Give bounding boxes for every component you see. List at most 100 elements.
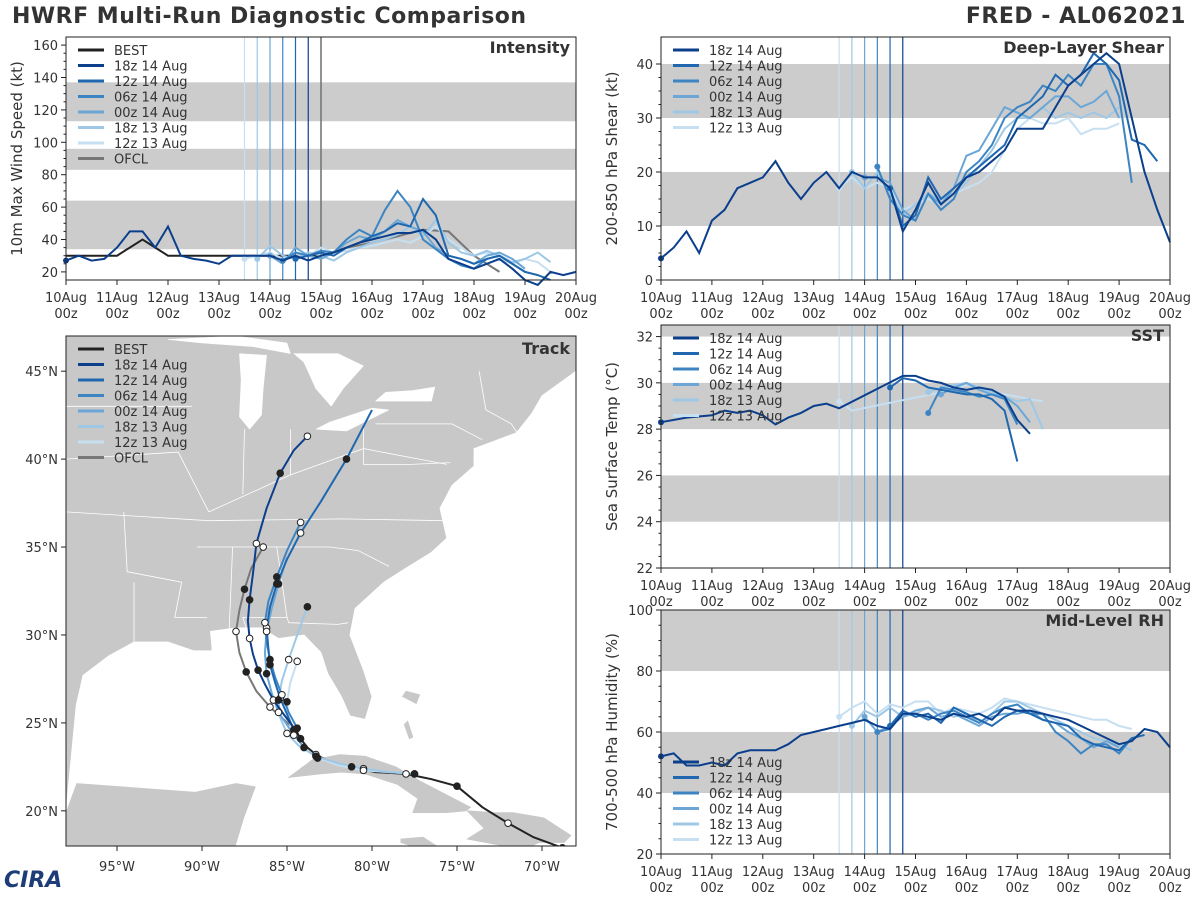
- init-point: [925, 389, 932, 396]
- track-marker: [232, 627, 240, 636]
- track-marker: [259, 543, 268, 551]
- track-marker: [453, 782, 461, 791]
- series-line: [889, 377, 1019, 462]
- y-tick-label: 20: [636, 848, 653, 863]
- track-marker: [252, 539, 261, 548]
- x-tick-label: 00z: [904, 307, 928, 322]
- island-cuba: [287, 754, 472, 813]
- series-line: [889, 51, 1159, 228]
- legend-label: 06z 14 Aug: [114, 91, 188, 106]
- x-tick-label: 00z: [904, 595, 928, 610]
- x-tick-label: 20Aug: [1149, 291, 1191, 306]
- legend-label: OFCL: [114, 153, 149, 168]
- legend-label: 12z 14 Aug: [709, 60, 783, 75]
- track-marker: [274, 708, 283, 717]
- x-tick-label: 95°W: [99, 860, 135, 875]
- island-jamaica: [400, 836, 438, 846]
- threshold-band: [661, 610, 1170, 671]
- x-tick-label: 14Aug: [844, 579, 886, 594]
- x-tick-label: 00z: [1057, 595, 1081, 610]
- track-marker: [303, 432, 312, 441]
- x-tick-label: 00z: [1158, 595, 1182, 610]
- x-tick-label: 12Aug: [742, 291, 784, 306]
- legend-label: 00z 14 Aug: [114, 405, 188, 420]
- legend-label: 12z 13 Aug: [114, 137, 188, 152]
- track-marker: [293, 724, 302, 732]
- rh-panel: 2040608010010Aug00z11Aug00z12Aug00z13Aug…: [603, 604, 1191, 896]
- x-tick-label: 75°W: [439, 860, 475, 875]
- panel-title: SST: [1131, 326, 1164, 345]
- x-tick-label: 00z: [802, 307, 826, 322]
- y-tick-label: 25°N: [25, 717, 58, 732]
- y-tick-label: 45°N: [25, 365, 58, 380]
- plot-frame: [65, 335, 577, 847]
- x-tick-label: 00z: [513, 307, 537, 322]
- y-tick-label: 20°N: [25, 805, 58, 820]
- x-tick-label: 18Aug: [1047, 291, 1089, 306]
- y-tick-label: 40: [41, 234, 58, 249]
- x-tick-label: 00z: [1158, 881, 1182, 896]
- y-tick-label: 40°N: [25, 453, 58, 468]
- lake-ontario: [374, 386, 436, 402]
- track-marker: [296, 734, 305, 743]
- track-marker: [276, 469, 285, 477]
- legend-label: 12z 13 Aug: [709, 122, 783, 137]
- legend-label: BEST: [114, 44, 147, 59]
- x-tick-label: 12Aug: [742, 579, 784, 594]
- track-marker: [274, 580, 283, 588]
- x-tick-label: 10Aug: [640, 579, 682, 594]
- x-tick-label: 19Aug: [1098, 579, 1140, 594]
- x-tick-label: 18Aug: [1047, 865, 1089, 880]
- x-tick-label: 16Aug: [945, 579, 987, 594]
- track-marker: [410, 770, 419, 778]
- state-border: [228, 546, 233, 630]
- panel-title: Track: [522, 339, 570, 358]
- y-axis-label: 10m Max Wind Speed (kt): [8, 61, 26, 256]
- x-tick-label: 15Aug: [895, 291, 937, 306]
- y-tick-label: 35°N: [25, 541, 58, 556]
- x-tick-label: 00z: [1057, 881, 1081, 896]
- track-panel: 95°W 90°W 85°W 80°W 75°W 70°W 20°N 25°N 30°N 35°N…: [25, 335, 577, 875]
- init-point: [848, 722, 855, 729]
- y-tick-label: 60: [41, 201, 58, 216]
- legend-label: 12z 13 Aug: [709, 834, 783, 849]
- y-tick-label: 80: [41, 169, 58, 184]
- x-tick-label: 20Aug: [1149, 865, 1191, 880]
- legend-label: 18z 14 Aug: [114, 60, 188, 75]
- track-marker: [283, 697, 291, 706]
- x-tick-label: 17Aug: [996, 579, 1038, 594]
- series-line: [838, 697, 1133, 730]
- init-point: [937, 391, 944, 398]
- y-tick-label: 30: [636, 112, 653, 127]
- legend-label: 00z 14 Aug: [114, 106, 188, 121]
- x-tick-label: 17Aug: [402, 291, 444, 306]
- series-line: [863, 706, 1120, 749]
- legend-label: 18z 14 Aug: [709, 332, 783, 347]
- y-tick-label: 28: [636, 423, 653, 438]
- x-tick-label: 11Aug: [96, 291, 138, 306]
- track-marker: [242, 668, 250, 676]
- x-tick-label: 00z: [309, 307, 333, 322]
- threshold-band: [661, 64, 1170, 118]
- x-tick-label: 00z: [1158, 307, 1182, 322]
- legend-label: 18z 13 Aug: [114, 122, 188, 137]
- x-tick-label: 00z: [649, 881, 673, 896]
- storm-title: FRED - AL062021: [965, 4, 1186, 29]
- x-tick-label: 00z: [258, 307, 282, 322]
- x-tick-label: 00z: [955, 595, 979, 610]
- legend-label: 12z 14 Aug: [114, 75, 188, 90]
- track-marker: [402, 770, 410, 778]
- y-axis-label: Sea Surface Temp (°C): [603, 362, 621, 531]
- track-marker: [273, 573, 281, 581]
- threshold-band: [661, 172, 1170, 226]
- x-tick-label: 00z: [1006, 881, 1030, 896]
- threshold-band: [661, 382, 1170, 430]
- series-line: [927, 381, 1044, 430]
- x-tick-label: 12Aug: [742, 865, 784, 880]
- track-marker: [254, 666, 262, 674]
- threshold-band: [661, 325, 1170, 337]
- x-tick-label: 16Aug: [351, 291, 393, 306]
- x-tick-label: 00z: [802, 595, 826, 610]
- x-tick-label: 00z: [955, 881, 979, 896]
- track-marker: [240, 585, 249, 594]
